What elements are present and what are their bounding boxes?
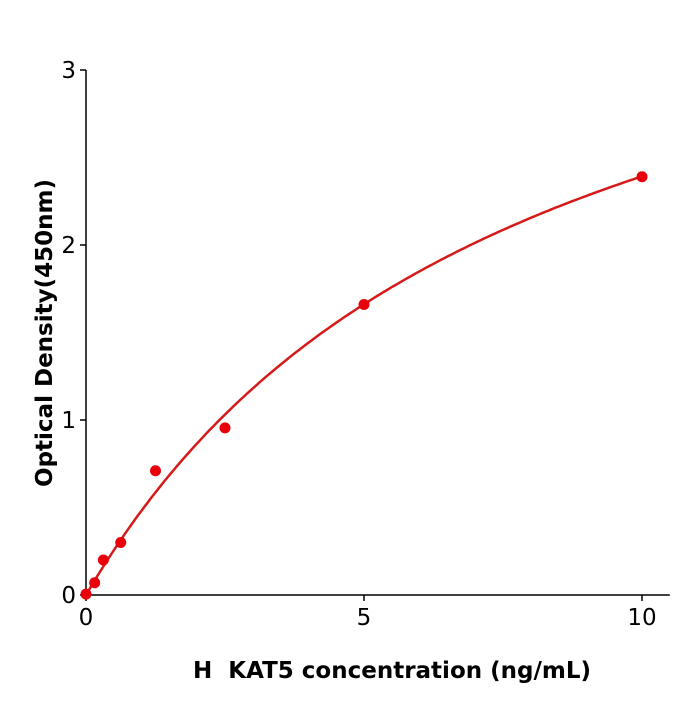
x-tick-label: 0: [79, 605, 94, 631]
y-tick-label: 3: [61, 58, 76, 84]
y-axis-label: Optical Density(450nm): [32, 179, 58, 487]
x-tick-label: 10: [627, 605, 656, 631]
data-point: [636, 171, 648, 183]
data-point: [89, 577, 101, 589]
y-tick-label: 1: [61, 408, 76, 434]
x-axis-label: H KAT5 concentration (ng/mL): [193, 658, 591, 684]
data-point: [97, 554, 109, 566]
data-point: [150, 465, 161, 477]
y-tick-label: 0: [61, 583, 76, 609]
data-point: [80, 588, 92, 600]
x-tick-label: 5: [357, 605, 372, 631]
y-tick-label: 2: [61, 233, 76, 259]
data-point: [358, 299, 370, 310]
data-point: [219, 422, 231, 434]
fit-curve: [84, 175, 643, 596]
data-point: [115, 537, 127, 548]
